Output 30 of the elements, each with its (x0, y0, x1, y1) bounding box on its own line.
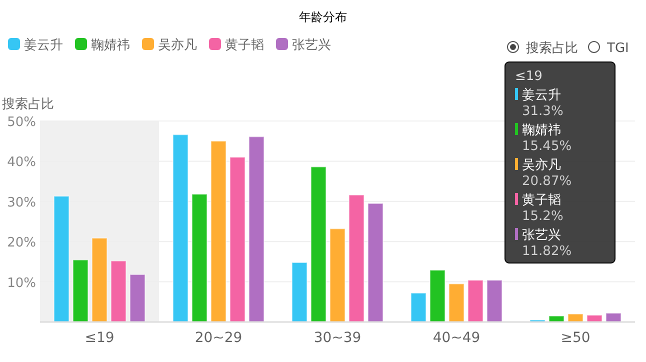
text: 31.3% (522, 104, 564, 119)
legend-label: 鞠婧祎 (91, 38, 130, 53)
annotation: 张艺兴 (522, 228, 561, 243)
legend-label: 黄子韬 (225, 38, 264, 53)
y-tick-label: 30% (7, 195, 36, 210)
text: 姜云升 (522, 87, 561, 103)
annotation: 黄子韬 (522, 193, 561, 208)
y-tick-label: 40% (7, 155, 36, 170)
annotation: 15.2% (522, 209, 564, 224)
annotation: 鞠婧祎 (522, 123, 561, 138)
legend-label: 张艺兴 (292, 38, 331, 53)
text: 搜索占比 (526, 41, 578, 56)
y-tick-label: 10% (7, 276, 36, 291)
text: ≤19 (515, 69, 542, 84)
annotation: 20.87% (522, 174, 572, 189)
annotation: 11.82% (522, 244, 572, 259)
x-tick-label: ≥50 (560, 330, 590, 346)
legend-label: 姜云升 (24, 37, 63, 53)
annotation: 15.45% (522, 139, 572, 154)
x-tick-label: 20~29 (194, 330, 242, 346)
text: TGI (606, 41, 629, 56)
annotation: 吴亦凡 (522, 158, 561, 173)
chart-title: 年龄分布 (299, 10, 347, 24)
legend-label: 吴亦凡 (158, 38, 197, 53)
y-tick-label: 20% (7, 236, 36, 251)
x-tick-label: 30~39 (314, 330, 362, 346)
y-axis-title: 搜索占比 (2, 97, 54, 112)
x-tick-label: 40~49 (432, 330, 480, 346)
x-tick-label: ≤19 (84, 330, 114, 346)
y-tick-label: 50% (7, 115, 36, 130)
